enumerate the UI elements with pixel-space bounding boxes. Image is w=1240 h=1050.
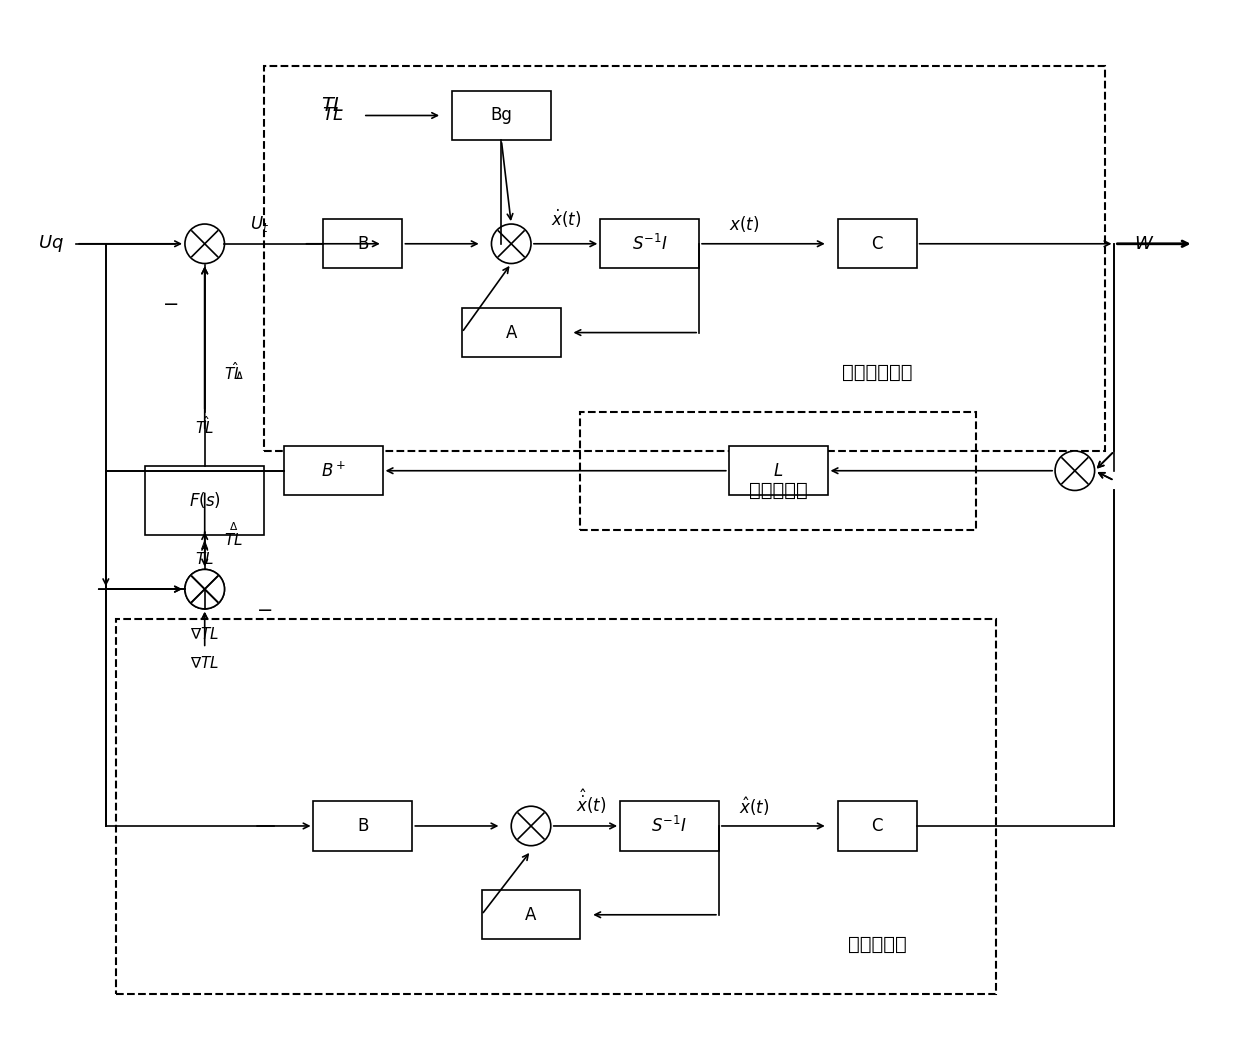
Bar bbox=[580, 412, 976, 530]
Circle shape bbox=[185, 224, 224, 264]
Bar bbox=[837, 219, 916, 269]
Text: $\overset{\Delta}{TL}$: $\overset{\Delta}{TL}$ bbox=[195, 541, 215, 568]
Text: $B^+$: $B^+$ bbox=[321, 461, 346, 481]
Text: $-$: $-$ bbox=[255, 600, 272, 618]
Bar bbox=[314, 801, 413, 850]
Text: B: B bbox=[357, 817, 368, 835]
Text: $W$: $W$ bbox=[1133, 235, 1154, 253]
Text: $\hat{x}(t)$: $\hat{x}(t)$ bbox=[739, 795, 769, 818]
Text: $\overset{\Delta}{TL}$: $\overset{\Delta}{TL}$ bbox=[224, 521, 243, 548]
Text: $U_t$: $U_t$ bbox=[249, 214, 269, 234]
Text: $Uq$: $Uq$ bbox=[38, 233, 64, 254]
Bar bbox=[324, 219, 403, 269]
Text: $\hat{\dot{x}}(t)$: $\hat{\dot{x}}(t)$ bbox=[575, 786, 606, 816]
Text: $\hat{TL}$: $\hat{TL}$ bbox=[224, 361, 243, 383]
Text: $L$: $L$ bbox=[773, 462, 784, 480]
Bar bbox=[264, 66, 1105, 452]
Circle shape bbox=[185, 569, 224, 609]
Circle shape bbox=[491, 224, 531, 264]
Text: $\nabla TL$: $\nabla TL$ bbox=[190, 655, 219, 671]
Circle shape bbox=[185, 569, 224, 609]
Text: $x(t)$: $x(t)$ bbox=[729, 214, 759, 234]
Text: $\wedge$: $\wedge$ bbox=[234, 369, 244, 382]
Bar bbox=[451, 90, 551, 140]
Text: 状态观测器: 状态观测器 bbox=[848, 934, 906, 953]
Bar bbox=[284, 446, 383, 496]
Text: $S^{-1}I$: $S^{-1}I$ bbox=[631, 234, 667, 254]
Text: $TL$: $TL$ bbox=[322, 106, 345, 125]
Circle shape bbox=[1055, 452, 1095, 490]
Text: C: C bbox=[872, 817, 883, 835]
Text: $\hat{TL}$: $\hat{TL}$ bbox=[195, 416, 215, 437]
Text: B: B bbox=[357, 235, 368, 253]
Text: $\dot{x}(t)$: $\dot{x}(t)$ bbox=[551, 208, 582, 230]
Text: $\nabla TL$: $\nabla TL$ bbox=[190, 626, 219, 642]
Circle shape bbox=[511, 806, 551, 845]
Bar bbox=[837, 801, 916, 850]
Bar bbox=[115, 618, 996, 993]
Text: $F(s)$: $F(s)$ bbox=[188, 490, 221, 510]
Text: A: A bbox=[506, 323, 517, 341]
Bar bbox=[729, 446, 827, 496]
Text: A: A bbox=[526, 906, 537, 924]
Bar bbox=[600, 219, 699, 269]
Bar bbox=[145, 466, 264, 534]
Bar bbox=[461, 308, 560, 357]
Bar bbox=[481, 890, 580, 940]
Bar bbox=[620, 801, 719, 850]
Text: Bg: Bg bbox=[490, 106, 512, 125]
Text: $-$: $-$ bbox=[162, 294, 179, 313]
Text: $TL$: $TL$ bbox=[321, 97, 345, 116]
Text: 电机系统模型: 电机系统模型 bbox=[842, 362, 913, 381]
Text: 观测器增益: 观测器增益 bbox=[749, 481, 807, 500]
Text: $S^{-1}I$: $S^{-1}I$ bbox=[651, 816, 687, 836]
Text: C: C bbox=[872, 235, 883, 253]
